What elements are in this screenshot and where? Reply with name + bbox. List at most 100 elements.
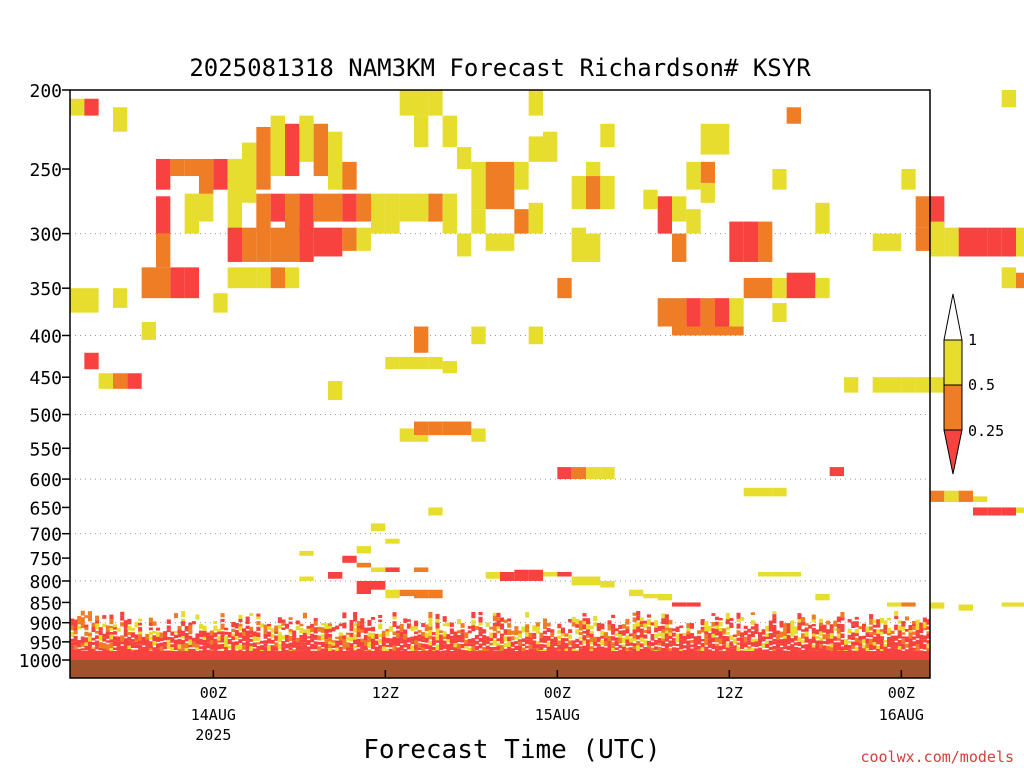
ri-cell: [138, 618, 143, 622]
ri-cell: [428, 640, 433, 646]
ri-cell: [148, 647, 153, 651]
ri-cell: [908, 630, 913, 633]
ri-cell: [163, 645, 168, 650]
ri-cell: [313, 641, 318, 645]
ri-cell: [320, 627, 325, 633]
ri-cell: [70, 645, 75, 649]
ri-cell: [356, 625, 361, 629]
ri-cell: [750, 620, 755, 625]
ri-cell: [84, 624, 89, 628]
ri-cell: [750, 648, 755, 652]
ri-cell: [621, 644, 626, 647]
ri-cell: [589, 630, 594, 634]
ri-cell: [643, 620, 648, 624]
ri-cell: [596, 623, 601, 626]
ri-cell: [872, 629, 877, 633]
ri-cell: [145, 633, 150, 640]
ri-cell: [861, 623, 866, 629]
ri-cell: [833, 642, 838, 648]
ri-cell: [901, 169, 916, 190]
ri-cell: [295, 645, 300, 651]
ri-cell: [123, 632, 128, 637]
ri-cell: [152, 640, 157, 646]
ri-cell: [227, 645, 232, 649]
ri-cell: [471, 428, 486, 442]
ri-cell: [894, 642, 899, 646]
ri-cell: [113, 624, 118, 628]
ri-cell: [801, 272, 816, 299]
ri-cell: [292, 649, 297, 653]
ri-cell: [184, 642, 189, 649]
ri-cell: [80, 623, 85, 629]
ri-cell: [91, 646, 96, 649]
ri-cell: [98, 642, 103, 648]
ri-cell: [442, 361, 457, 374]
ri-cell: [897, 630, 902, 634]
ri-cell: [661, 629, 666, 633]
ri-cell: [249, 613, 254, 616]
ri-cell: [797, 622, 802, 626]
ri-cell: [120, 622, 125, 627]
ri-cell: [657, 646, 662, 653]
ri-cell: [596, 646, 601, 651]
ri-cell: [213, 641, 218, 647]
ri-cell: [747, 628, 752, 633]
ri-cell: [836, 637, 841, 641]
ri-cell: [188, 635, 193, 640]
ri-cell: [173, 639, 178, 645]
ri-cell: [299, 550, 314, 556]
ri-cell: [833, 620, 838, 627]
ri-cell: [299, 115, 314, 162]
ri-cell: [435, 634, 440, 641]
ri-cell: [134, 634, 139, 640]
ri-cell: [772, 572, 787, 577]
ri-cell: [528, 637, 533, 640]
ri-cell: [646, 648, 651, 653]
ri-cell: [256, 267, 271, 289]
ri-cell: [618, 634, 623, 638]
ri-cell: [127, 631, 132, 636]
ri-cell: [897, 633, 902, 639]
ri-cell: [460, 639, 465, 643]
ri-cell: [227, 267, 242, 289]
ri-cell: [557, 277, 572, 299]
ri-cell: [417, 642, 422, 648]
ri-cell: [191, 641, 196, 648]
ri-cell: [829, 624, 834, 630]
ri-cell: [256, 646, 261, 649]
ri-cell: [614, 640, 619, 646]
ri-cell: [550, 644, 555, 647]
ri-cell: [815, 202, 830, 234]
ri-cell: [95, 623, 100, 630]
ri-cell: [718, 621, 723, 627]
ri-cell: [636, 635, 641, 640]
ri-cell: [818, 631, 823, 636]
ri-cell: [729, 635, 734, 640]
ri-cell: [457, 421, 472, 436]
ri-cell: [532, 636, 537, 640]
ri-cell: [414, 620, 419, 627]
ri-cell: [664, 637, 669, 642]
ri-cell: [249, 638, 254, 642]
ri-cell: [224, 642, 229, 647]
ri-cell: [575, 643, 580, 649]
ri-cell: [912, 620, 917, 624]
ri-cell: [535, 644, 540, 649]
ri-cell: [768, 646, 773, 651]
ri-cell: [632, 623, 637, 630]
ri-cell: [973, 227, 988, 257]
ri-cell: [242, 642, 247, 646]
ri-cell: [345, 642, 350, 648]
ri-cell: [525, 632, 530, 637]
x-year-label: 2025: [195, 726, 231, 744]
ri-cell: [442, 421, 457, 436]
ri-cell: [661, 618, 666, 621]
ri-cell: [621, 646, 626, 652]
ri-cell: [385, 631, 390, 637]
x-tick-label: 12Z: [372, 684, 399, 702]
ri-cell: [725, 619, 730, 625]
ri-cell: [109, 634, 114, 640]
legend-arrow-top: [943, 293, 963, 341]
ri-cell: [854, 637, 859, 642]
ri-cell: [643, 647, 648, 652]
